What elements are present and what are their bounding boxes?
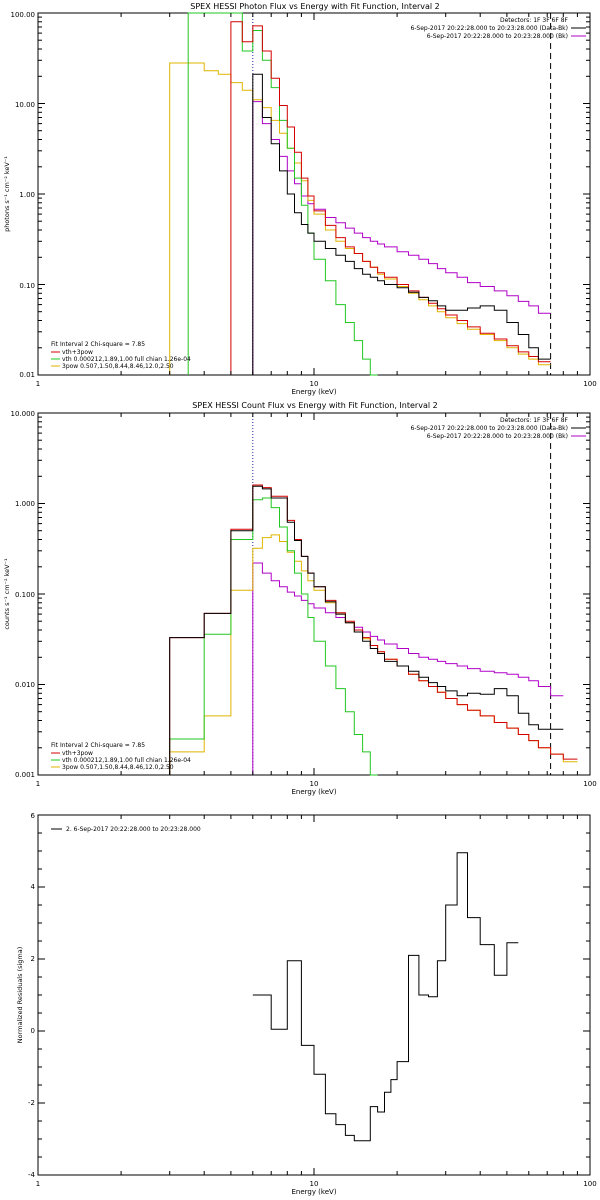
residuals-x-axis-label: Energy (keV) [291, 1188, 336, 1196]
count-flux-y-tick-2: 0.100 [15, 591, 35, 599]
legend-data-interval: 6-Sep-2017 20:22:28.000 to 20:23:28.000 … [410, 425, 568, 432]
count-flux-title: SPEX HESSI Count Flux vs Energy with Fit… [192, 401, 437, 410]
residuals-y-tick-m4: -4 [28, 1171, 36, 1179]
photon-flux-x-tick-1: 1 [36, 380, 40, 388]
count-flux-x-tick-100: 100 [583, 780, 596, 788]
count-flux-ticks [37, 413, 590, 776]
legend-detectors: Detectors: 1F 3F 6F 8F [500, 17, 569, 24]
photon-flux-y-tick-3: 10.00 [15, 101, 35, 109]
residuals-plot-frame [37, 814, 591, 1176]
count-flux-x-axis-label: Energy (keV) [291, 788, 336, 796]
photon-flux-ticks [37, 13, 590, 376]
residuals-y-tick-0: 0 [31, 1027, 35, 1035]
count-flux-series [169, 413, 578, 776]
photon-flux-series [169, 12, 552, 376]
photon-flux-y-tick-2: 1.00 [19, 191, 35, 199]
photon-flux-series-model-3pow [169, 62, 551, 375]
legend-detectors: Detectors: 1F 3F 6F 8F [500, 417, 569, 424]
photon-flux-y-axis-label: photons s⁻¹ cm⁻² keV⁻¹ [3, 156, 11, 232]
legend-total-label: vth+3pow [62, 750, 93, 757]
photon-flux-series-background [252, 101, 551, 375]
photon-flux-series-model-vth [187, 12, 378, 376]
residuals-y-tick-4: 4 [31, 883, 36, 891]
photon-flux-series-model-total [230, 21, 551, 375]
legend-bk-interval: 6-Sep-2017 20:22:28.000 to 20:23:28.000 … [427, 433, 568, 440]
count-flux-panel: SPEX HESSI Count Flux vs Energy with Fit… [3, 401, 597, 796]
photon-flux-x-tick-100: 100 [583, 380, 596, 388]
residuals-y-tick-6: 6 [31, 812, 36, 820]
photon-flux-y-tick-0: 0.01 [19, 371, 35, 379]
legend-3pow-label: 3pow 0.507,1.50,8.44,8.46,12.0,2.50 [62, 764, 174, 771]
residuals-panel: 1 10 100 Energy (keV) -4 -2 0 2 4 6 Norm… [16, 812, 597, 1196]
count-flux-x-tick-1: 1 [36, 780, 40, 788]
residuals-y-tick-m2: -2 [28, 1099, 35, 1107]
count-flux-legend-right: Detectors: 1F 3F 6F 8F 6-Sep-2017 20:22:… [410, 417, 586, 440]
photon-flux-x-tick-10: 10 [310, 380, 319, 388]
count-flux-x-tick-10: 10 [310, 780, 319, 788]
legend-bk-interval: 6-Sep-2017 20:22:28.000 to 20:23:28.000 … [427, 33, 568, 40]
count-flux-series-background [252, 562, 564, 775]
photon-flux-legend-right: Detectors: 1F 3F 6F 8F 6-Sep-2017 20:22:… [410, 17, 586, 40]
count-flux-y-tick-1: 0.010 [15, 681, 35, 689]
legend-fit-interval: Fit Interval 2 Chi-square = 7.85 [51, 341, 145, 348]
photon-flux-title: SPEX HESSI Photon Flux vs Energy with Fi… [190, 2, 440, 11]
photon-flux-y-tick-1: 0.10 [19, 282, 35, 290]
legend-fit-interval: Fit Interval 2 Chi-square = 7.85 [51, 742, 145, 749]
legend-3pow-label: 3pow 0.507,1.50,8.44,8.46,12.0,2.50 [62, 363, 174, 370]
count-flux-series-data [169, 485, 564, 775]
residuals-series [252, 852, 519, 1142]
count-flux-y-tick-0: 0.001 [15, 771, 35, 779]
residuals-legend: 2. 6-Sep-2017 20:22:28.000 to 20:23:28.0… [51, 826, 201, 833]
residuals-x-tick-1: 1 [36, 1180, 40, 1188]
legend-vth-label: vth 0.000212,1.89,1.00 full chian 1.26e-… [62, 356, 191, 363]
legend-residual-interval: 2. 6-Sep-2017 20:22:28.000 to 20:23:28.0… [66, 826, 201, 833]
photon-flux-panel: SPEX HESSI Photon Flux vs Energy with Fi… [3, 2, 597, 396]
count-flux-legend-left: Fit Interval 2 Chi-square = 7.85 vth+3po… [51, 742, 191, 771]
photon-flux-y-tick-4: 100.00 [11, 11, 36, 19]
legend-data-interval: 6-Sep-2017 20:22:28.000 to 20:23:28.000 … [410, 25, 568, 32]
count-flux-y-axis-label: counts s⁻¹ cm⁻² keV⁻¹ [3, 558, 11, 630]
residuals-x-tick-10: 10 [310, 1180, 319, 1188]
residuals-y-tick-2: 2 [31, 955, 35, 963]
count-flux-series-model-vth [169, 497, 378, 776]
legend-total-label: vth+3pow [62, 349, 93, 356]
legend-vth-label: vth 0.000212,1.89,1.00 full chian 1.26e-… [62, 757, 191, 764]
residuals-y-axis-label: Normalized Residuals (sigma) [16, 947, 24, 1044]
count-flux-y-tick-4: 10.000 [11, 410, 36, 418]
residuals-x-tick-100: 100 [583, 1180, 596, 1188]
count-flux-y-tick-3: 1.000 [15, 500, 35, 508]
count-flux-plot-frame [37, 412, 591, 776]
photon-flux-x-axis-label: Energy (keV) [291, 388, 336, 396]
photon-flux-series-data [252, 73, 551, 375]
residuals-series-data [252, 852, 519, 1142]
photon-flux-legend-left: Fit Interval 2 Chi-square = 7.85 vth+3po… [51, 341, 191, 370]
residuals-ticks [37, 814, 590, 1176]
